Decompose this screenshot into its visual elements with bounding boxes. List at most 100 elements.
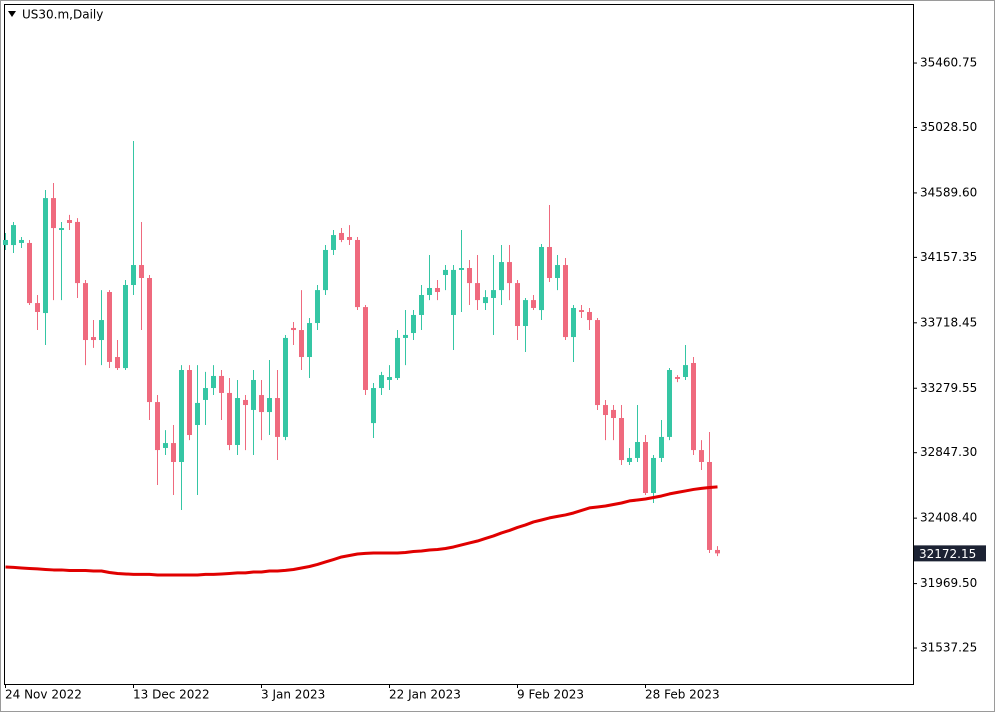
last-price-label: 32172.15 xyxy=(919,547,976,561)
chart-title: US30.m,Daily xyxy=(22,8,103,22)
candle-body xyxy=(315,290,320,324)
x-tick-label: 28 Feb 2023 xyxy=(645,688,720,702)
candle-body xyxy=(259,395,264,413)
y-tick-label: 32408.40 xyxy=(920,511,977,525)
candle-body xyxy=(475,283,480,301)
candle-body xyxy=(331,235,336,250)
candle-body xyxy=(19,239,24,243)
candle-body xyxy=(139,265,144,279)
candle-body xyxy=(195,402,200,426)
candle-body xyxy=(211,375,216,389)
candle-body xyxy=(307,323,312,358)
candle-body xyxy=(371,388,376,424)
candle-body xyxy=(691,362,696,451)
candle-body xyxy=(507,262,512,284)
candle-body xyxy=(667,369,672,437)
candle-body xyxy=(571,307,576,338)
candle-body xyxy=(3,239,8,246)
candle-body xyxy=(51,198,56,229)
candle-body xyxy=(75,221,80,284)
candle-body xyxy=(467,268,472,284)
candle-body xyxy=(715,549,720,554)
candle-body xyxy=(171,443,176,462)
y-tick-label: 31969.50 xyxy=(920,576,977,590)
candle-body xyxy=(339,232,344,240)
candle-body xyxy=(147,278,152,403)
candle-body xyxy=(131,265,136,286)
candle-body xyxy=(163,443,168,448)
candle-body xyxy=(539,246,544,311)
candle-body xyxy=(11,225,16,246)
candle-body xyxy=(363,307,368,390)
candle-body xyxy=(435,287,440,293)
last-price-box xyxy=(914,545,986,562)
candle-body xyxy=(587,311,592,321)
candle-body xyxy=(323,249,328,291)
candle-body xyxy=(603,405,608,416)
candle-body xyxy=(115,357,120,369)
candle-body xyxy=(443,269,448,276)
candle-body xyxy=(99,320,104,341)
candle-body xyxy=(275,398,280,437)
candle-body xyxy=(43,198,48,314)
y-tick-label: 35028.50 xyxy=(920,120,977,134)
x-tick-label: 9 Feb 2023 xyxy=(517,688,584,702)
candle-body xyxy=(219,375,224,393)
candle-body xyxy=(203,388,208,400)
candle-body xyxy=(227,392,232,445)
y-tick-label: 31537.25 xyxy=(920,641,977,655)
candle-body xyxy=(403,334,408,338)
y-tick-label: 34589.60 xyxy=(920,185,977,199)
candle-body xyxy=(123,285,128,369)
candle-body xyxy=(635,442,640,458)
candle-body xyxy=(155,402,160,451)
y-tick-label: 32847.30 xyxy=(920,445,977,459)
candle-body xyxy=(347,236,352,240)
candle-body xyxy=(611,409,616,419)
candle-body xyxy=(251,379,256,410)
candle-body xyxy=(355,239,360,308)
x-tick-label: 13 Dec 2022 xyxy=(133,688,210,702)
y-tick-label: 35460.75 xyxy=(920,56,977,70)
plot-area xyxy=(4,4,914,685)
candle-body xyxy=(379,375,384,389)
candle-body xyxy=(395,337,400,379)
candle-body xyxy=(187,369,192,436)
candle-body xyxy=(107,292,112,362)
x-tick-label: 3 Jan 2023 xyxy=(261,688,325,702)
candle-body xyxy=(683,365,688,378)
candle-body xyxy=(179,369,184,462)
candle-body xyxy=(547,246,552,279)
candle-body xyxy=(651,457,656,494)
candle-body xyxy=(699,450,704,462)
candle-body xyxy=(59,228,64,230)
x-tick-label: 22 Jan 2023 xyxy=(389,688,461,702)
candle-body xyxy=(707,461,712,550)
candle-body xyxy=(483,297,488,304)
candle-body xyxy=(499,262,504,291)
candle-body xyxy=(419,294,424,315)
candle-body xyxy=(35,303,40,312)
y-tick-label: 33718.45 xyxy=(920,315,977,329)
candle-body xyxy=(267,398,272,413)
candle-body xyxy=(235,398,240,445)
candle-body xyxy=(91,337,96,341)
candle-body xyxy=(659,436,664,458)
candle-body xyxy=(675,377,680,379)
candle-body xyxy=(491,290,496,298)
candle-body xyxy=(83,283,88,341)
candle-body xyxy=(627,457,632,462)
y-tick-label: 33279.55 xyxy=(920,381,977,395)
candle-body xyxy=(523,300,528,327)
candle-body xyxy=(451,269,456,315)
candle-body xyxy=(459,268,464,270)
candle-body xyxy=(291,327,296,331)
candle-body xyxy=(411,314,416,334)
candle-body xyxy=(299,330,304,358)
candle-body xyxy=(283,337,288,437)
candle-body xyxy=(27,242,32,304)
moving-average-line xyxy=(5,485,718,577)
menu-triangle[interactable] xyxy=(8,11,16,17)
